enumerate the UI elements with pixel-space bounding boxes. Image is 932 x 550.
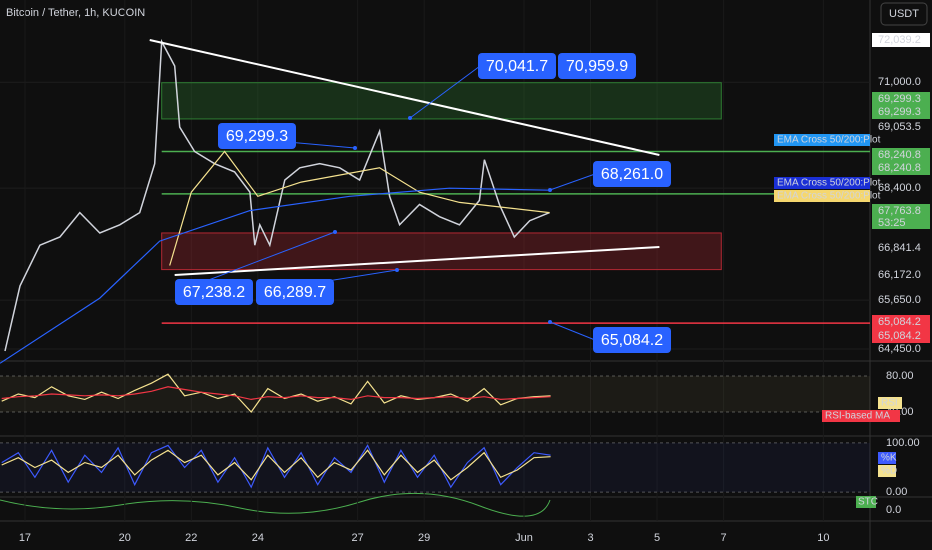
price-label: 68,240.8	[878, 162, 921, 174]
price-line	[4, 38, 550, 352]
legend-tag-text: EMA Cross 50/200:Plot	[777, 191, 881, 202]
annotation-label: 65,084.2	[601, 332, 663, 349]
legend-tag-text: EMA Cross 50/200:Plot	[777, 135, 881, 146]
symbol-title: Bitcoin / Tether, 1h, KUCOIN	[6, 7, 145, 19]
price-badge	[872, 204, 930, 218]
price-label: 69,053.5	[878, 121, 921, 133]
price-badge	[872, 217, 930, 229]
legend-tag	[856, 496, 876, 508]
annotation-box	[256, 279, 334, 305]
x-tick-label: 7	[721, 532, 727, 544]
annotation-anchor	[353, 146, 357, 150]
x-tick-label: 3	[587, 532, 593, 544]
x-tick-label: 20	[119, 532, 131, 544]
annotation-box	[558, 53, 636, 79]
zone-box	[161, 82, 722, 120]
annotation-label: 70,959.9	[566, 58, 628, 75]
price-badge	[872, 33, 930, 47]
price-badge	[872, 148, 930, 162]
band	[0, 376, 870, 412]
annotation-pointer	[549, 321, 596, 341]
annotation-label: 67,238.2	[183, 284, 245, 301]
y-tick-label: 100.00	[886, 437, 920, 449]
price-line	[169, 150, 550, 266]
legend-tag	[822, 410, 900, 422]
legend-tag-text: RSI	[881, 398, 898, 409]
zone-box	[161, 232, 722, 271]
annotation-anchor	[408, 116, 412, 120]
legend-tag-text: RSI-based MA	[825, 411, 890, 422]
band	[0, 442, 870, 493]
legend-tag	[878, 465, 896, 477]
y-tick-label: 80.00	[886, 370, 914, 382]
countdown: 53:25	[878, 217, 906, 229]
legend-tag-text: EMA Cross 50/200:Plot	[777, 178, 881, 189]
annotation-pointer	[549, 173, 596, 191]
y-tick-label: 65,650.0	[878, 294, 921, 306]
annotation-label: 70,041.7	[486, 58, 548, 75]
y-tick-label: 71,000.0	[878, 76, 921, 88]
currency-button[interactable]	[880, 2, 928, 26]
price-line	[0, 187, 550, 364]
price-label: 65,084.2	[878, 316, 921, 328]
annotation-pointer	[409, 65, 481, 119]
x-tick-label: 29	[418, 532, 430, 544]
legend-tag-text: %D	[881, 466, 897, 477]
y-tick-label: 68,400.0	[878, 182, 921, 194]
trendline	[149, 39, 660, 156]
x-tick-label: Jun	[515, 532, 533, 544]
annotation-label: 69,299.3	[226, 128, 288, 145]
stc-line	[0, 492, 551, 517]
x-tick-label: 17	[19, 532, 31, 544]
price-badge	[872, 105, 930, 119]
price-badge	[872, 92, 930, 106]
x-tick-label: 24	[252, 532, 264, 544]
annotation-anchor	[395, 268, 399, 272]
y-tick-label: 64,450.0	[878, 343, 921, 355]
annotation-label: 68,261.0	[601, 166, 663, 183]
annotation-box	[175, 279, 253, 305]
indicator-line	[1, 386, 551, 401]
currency: USDT	[889, 8, 919, 20]
indicator-line	[1, 449, 551, 481]
price-badge	[872, 161, 930, 175]
price-label: 72,039.2	[878, 34, 921, 46]
x-tick-label: 22	[185, 532, 197, 544]
annotation-box	[478, 53, 556, 79]
annotation-box	[218, 123, 296, 149]
price-label: 66,841.4	[878, 242, 921, 254]
price-label: 66,172.0	[878, 269, 921, 281]
annotation-anchor	[333, 230, 337, 234]
price-badge	[872, 241, 930, 255]
price-label: 69,299.3	[878, 93, 921, 105]
legend-tag	[878, 397, 902, 409]
legend-tag	[774, 177, 870, 189]
price-label: 69,299.3	[878, 106, 921, 118]
legend-tag	[774, 190, 870, 202]
legend-tag-text: STC	[858, 497, 878, 508]
x-tick-label: 5	[654, 532, 660, 544]
legend-tag-text: %K	[881, 453, 897, 464]
price-label: 65,084.2	[878, 330, 921, 342]
price-badge	[872, 120, 930, 134]
x-tick-label: 10	[817, 532, 829, 544]
x-tick-label: 27	[352, 532, 364, 544]
price-label: 68,240.8	[878, 149, 921, 161]
legend-tag	[774, 134, 870, 146]
price-badge	[872, 268, 930, 282]
price-badge	[872, 315, 930, 329]
annotation-box	[593, 327, 671, 353]
price-label: 67,763.8	[878, 205, 921, 217]
annotation-anchor	[548, 320, 552, 324]
legend-tag	[878, 452, 896, 464]
price-badge	[872, 329, 930, 343]
indicator-line	[1, 444, 551, 489]
y-tick-label: 0.00	[886, 486, 907, 498]
annotation-box	[593, 161, 671, 187]
annotation-label: 66,289.7	[264, 284, 326, 301]
trendline	[174, 246, 660, 276]
annotation-anchor	[548, 188, 552, 192]
y-tick-label: 0.0	[886, 504, 901, 516]
